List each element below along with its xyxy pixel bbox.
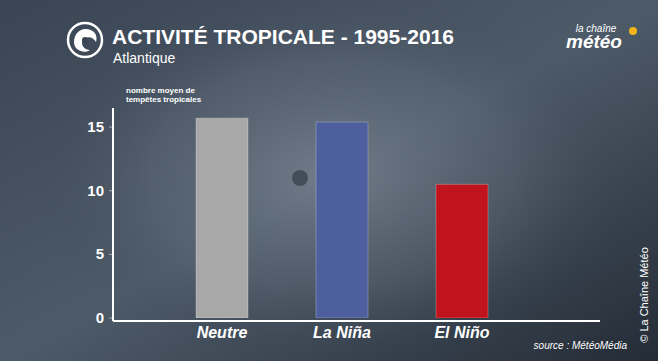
y-axis [112, 108, 114, 321]
icon-eye [82, 37, 88, 43]
y-tick-label: 10 [87, 182, 104, 199]
x-tick-label: Neutre [197, 324, 248, 341]
icon-swirl [74, 29, 97, 52]
bar [196, 118, 248, 318]
subtitle: Atlantique [113, 50, 175, 66]
storm-glow [30, 0, 630, 361]
bar [316, 122, 368, 318]
chart-svg: ACTIVITÉ TROPICALE - 1995-2016 Atlantique… [0, 0, 658, 361]
y-tick-label: 5 [96, 245, 104, 262]
y-axis-label: nombre moyen de [126, 86, 195, 95]
logo-sun [629, 27, 637, 35]
bar [436, 184, 488, 318]
x-axis [113, 320, 600, 322]
y-tick-label: 0 [96, 309, 104, 326]
x-tick-label: El Niño [434, 324, 489, 341]
cyclone-icon [68, 23, 102, 57]
logo: la chaînemétéo [566, 23, 637, 52]
logo-main: météo [566, 31, 622, 52]
chart-container: ACTIVITÉ TROPICALE - 1995-2016 Atlantique… [0, 0, 658, 361]
storm-eye [292, 170, 308, 186]
icon-ring [68, 23, 102, 57]
x-tick-label: La Niña [313, 324, 371, 341]
bars [196, 118, 488, 318]
source: source : MétéoMédia [534, 340, 628, 351]
y-tick-label: 15 [87, 118, 104, 135]
credit: © La Chaîne Météo [638, 247, 650, 343]
y-axis-label: tempêtes tropicales [126, 95, 202, 104]
title: ACTIVITÉ TROPICALE - 1995-2016 [112, 25, 454, 48]
